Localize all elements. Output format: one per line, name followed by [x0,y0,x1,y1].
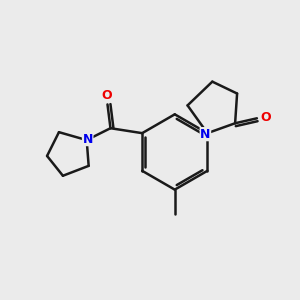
Text: N: N [200,128,211,141]
Text: O: O [260,111,271,124]
Text: O: O [101,89,112,102]
Text: N: N [82,133,93,146]
